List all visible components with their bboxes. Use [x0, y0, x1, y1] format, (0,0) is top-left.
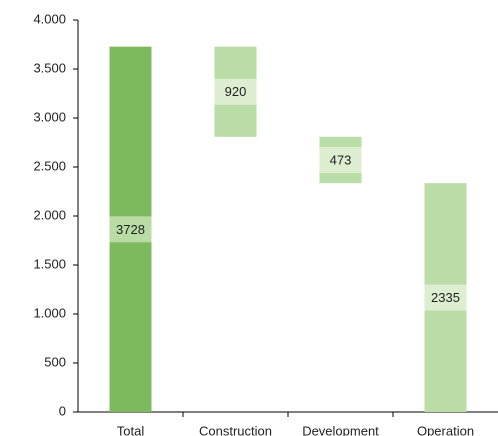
- y-tick-label: 500: [44, 354, 66, 369]
- y-tick-label: 3.500: [33, 60, 66, 75]
- value-label: 920: [225, 84, 247, 99]
- y-tick-label: 1.000: [33, 305, 66, 320]
- y-tick-label: 0: [59, 403, 66, 418]
- label-box: [214, 78, 257, 105]
- x-tick-label: Development: [302, 423, 379, 436]
- y-tick-label: 2.500: [33, 158, 66, 173]
- value-label: 2335: [431, 290, 460, 305]
- x-tick-label: Total: [117, 423, 145, 436]
- y-tick-label: 3.000: [33, 109, 66, 124]
- label-box: [424, 284, 467, 311]
- y-tick-label: 4.000: [33, 11, 66, 26]
- y-tick-label: 2.000: [33, 207, 66, 222]
- value-label: 3728: [116, 222, 145, 237]
- label-box: [109, 216, 152, 243]
- y-tick-label: 1.500: [33, 256, 66, 271]
- x-tick-label: Operation: [417, 423, 474, 436]
- label-box: [319, 146, 362, 173]
- x-tick-label: Construction: [199, 423, 272, 436]
- value-label: 473: [330, 152, 352, 167]
